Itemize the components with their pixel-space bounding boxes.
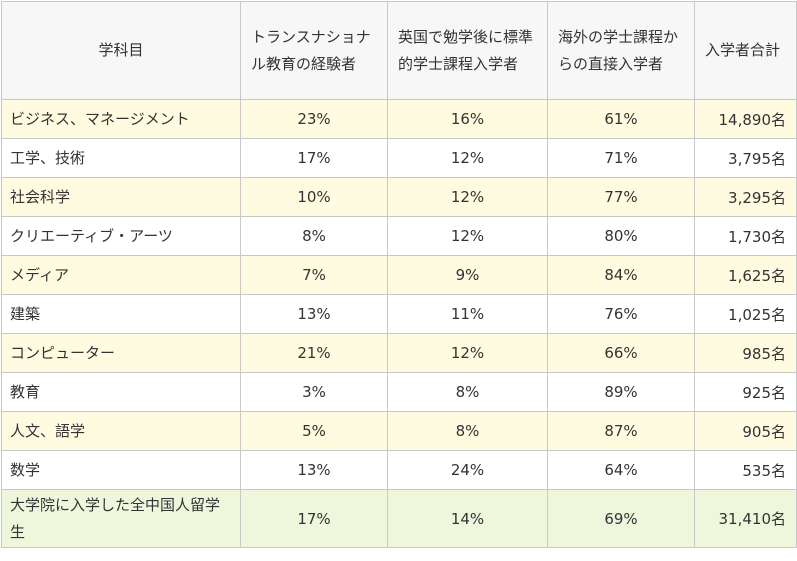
total-cell: 3,795名	[694, 138, 797, 178]
tne-cell: 13%	[240, 294, 388, 334]
direct-entry-cell: 89%	[547, 372, 695, 412]
header-direct-entry: 海外の学士課程からの直接入学者	[547, 1, 695, 100]
total-cell: 1,730名	[694, 216, 797, 256]
total-cell: 14,890名	[694, 99, 797, 139]
total-cell: 905名	[694, 411, 797, 451]
total-cell: 1,625名	[694, 255, 797, 295]
direct-entry-cell: 71%	[547, 138, 695, 178]
uk-study-cell: 11%	[387, 294, 548, 334]
total-cell: 3,295名	[694, 177, 797, 217]
subject-cell: ビジネス、マネージメント	[1, 99, 241, 139]
tne-cell: 10%	[240, 177, 388, 217]
enrollment-table: 学科目 トランスナショナル教育の経験者 英国で勉学後に標準的学士課程入学者 海外…	[1, 1, 797, 548]
total-cell: 985名	[694, 333, 797, 373]
table-row: コンピューター 21% 12% 66% 985名	[1, 333, 797, 373]
header-row: 学科目 トランスナショナル教育の経験者 英国で勉学後に標準的学士課程入学者 海外…	[1, 1, 797, 100]
subject-cell: 社会科学	[1, 177, 241, 217]
uk-study-cell: 12%	[387, 138, 548, 178]
summary-row: 大学院に入学した全中国人留学生 17% 14% 69% 31,410名	[1, 489, 797, 548]
subject-cell: 教育	[1, 372, 241, 412]
direct-entry-cell: 66%	[547, 333, 695, 373]
table-row: 建築 13% 11% 76% 1,025名	[1, 294, 797, 334]
table-row: ビジネス、マネージメント 23% 16% 61% 14,890名	[1, 99, 797, 139]
uk-study-cell: 8%	[387, 372, 548, 412]
table-body: ビジネス、マネージメント 23% 16% 61% 14,890名 工学、技術 1…	[1, 99, 797, 548]
summary-tne-cell: 17%	[240, 489, 388, 548]
table-row: 工学、技術 17% 12% 71% 3,795名	[1, 138, 797, 178]
tne-cell: 21%	[240, 333, 388, 373]
subject-cell: 建築	[1, 294, 241, 334]
table-row: 社会科学 10% 12% 77% 3,295名	[1, 177, 797, 217]
table-header: 学科目 トランスナショナル教育の経験者 英国で勉学後に標準的学士課程入学者 海外…	[1, 1, 797, 100]
direct-entry-cell: 77%	[547, 177, 695, 217]
header-uk-study: 英国で勉学後に標準的学士課程入学者	[387, 1, 548, 100]
table-row: メディア 7% 9% 84% 1,625名	[1, 255, 797, 295]
direct-entry-cell: 80%	[547, 216, 695, 256]
subject-cell: メディア	[1, 255, 241, 295]
uk-study-cell: 12%	[387, 216, 548, 256]
header-tne: トランスナショナル教育の経験者	[240, 1, 388, 100]
subject-cell: 工学、技術	[1, 138, 241, 178]
uk-study-cell: 16%	[387, 99, 548, 139]
direct-entry-cell: 76%	[547, 294, 695, 334]
uk-study-cell: 12%	[387, 177, 548, 217]
tne-cell: 13%	[240, 450, 388, 490]
table-row: 教育 3% 8% 89% 925名	[1, 372, 797, 412]
header-total: 入学者合計	[694, 1, 797, 100]
tne-cell: 7%	[240, 255, 388, 295]
total-cell: 925名	[694, 372, 797, 412]
direct-entry-cell: 87%	[547, 411, 695, 451]
table-row: 数学 13% 24% 64% 535名	[1, 450, 797, 490]
summary-total-cell: 31,410名	[694, 489, 797, 548]
tne-cell: 17%	[240, 138, 388, 178]
summary-direct-entry-cell: 69%	[547, 489, 695, 548]
subject-cell: クリエーティブ・アーツ	[1, 216, 241, 256]
direct-entry-cell: 84%	[547, 255, 695, 295]
subject-cell: 数学	[1, 450, 241, 490]
direct-entry-cell: 64%	[547, 450, 695, 490]
tne-cell: 23%	[240, 99, 388, 139]
header-subject: 学科目	[1, 1, 241, 100]
tne-cell: 8%	[240, 216, 388, 256]
subject-cell: 人文、語学	[1, 411, 241, 451]
subject-cell: コンピューター	[1, 333, 241, 373]
tne-cell: 5%	[240, 411, 388, 451]
table-row: 人文、語学 5% 8% 87% 905名	[1, 411, 797, 451]
uk-study-cell: 12%	[387, 333, 548, 373]
uk-study-cell: 24%	[387, 450, 548, 490]
total-cell: 535名	[694, 450, 797, 490]
tne-cell: 3%	[240, 372, 388, 412]
direct-entry-cell: 61%	[547, 99, 695, 139]
uk-study-cell: 8%	[387, 411, 548, 451]
table-row: クリエーティブ・アーツ 8% 12% 80% 1,730名	[1, 216, 797, 256]
total-cell: 1,025名	[694, 294, 797, 334]
uk-study-cell: 9%	[387, 255, 548, 295]
summary-uk-study-cell: 14%	[387, 489, 548, 548]
summary-subject-cell: 大学院に入学した全中国人留学生	[1, 489, 241, 548]
